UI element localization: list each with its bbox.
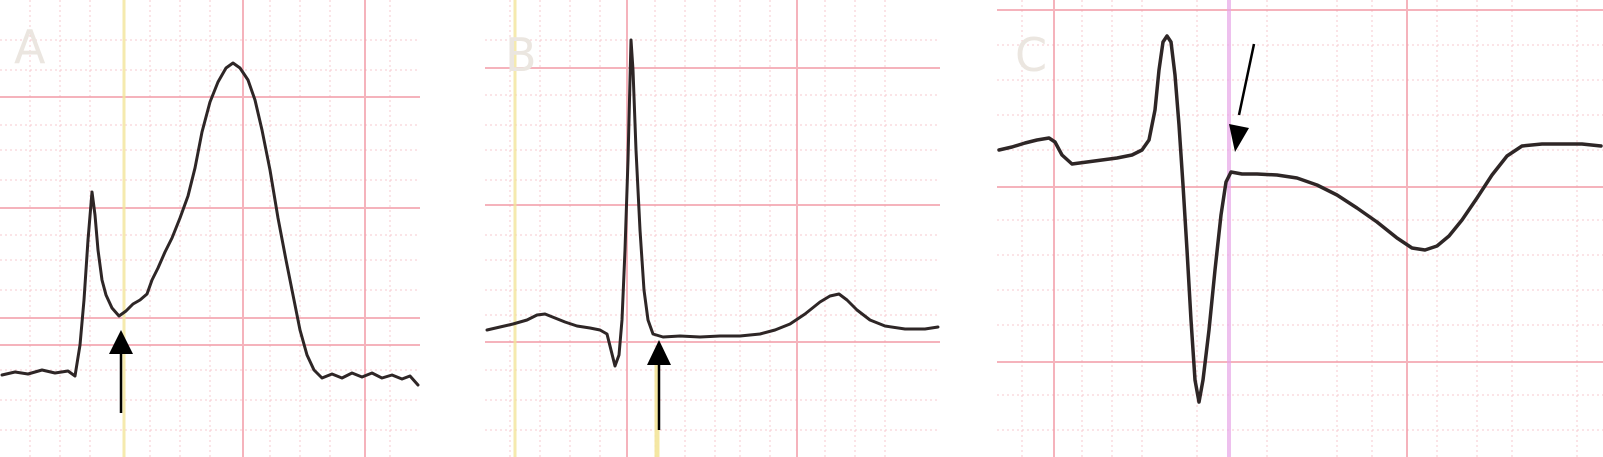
ecg-grid-c <box>997 0 1603 457</box>
arrow-icon <box>1229 43 1256 152</box>
ecg-panel-a: A <box>0 0 420 457</box>
ecg-trace-b <box>485 38 940 368</box>
ecg-trace-a <box>0 61 420 387</box>
arrow-icon <box>109 330 133 413</box>
ecg-panel-c: C <box>997 0 1603 457</box>
panel-label-b: B <box>505 28 537 82</box>
arrow-icon <box>647 340 671 430</box>
ecg-panel-b: B <box>485 0 940 457</box>
panel-label-c: C <box>1015 28 1048 82</box>
ecg-grid-b <box>485 0 940 457</box>
ecg-grid-a <box>0 0 420 457</box>
panel-label-a: A <box>14 20 46 74</box>
ecg-trace-c <box>997 34 1603 404</box>
